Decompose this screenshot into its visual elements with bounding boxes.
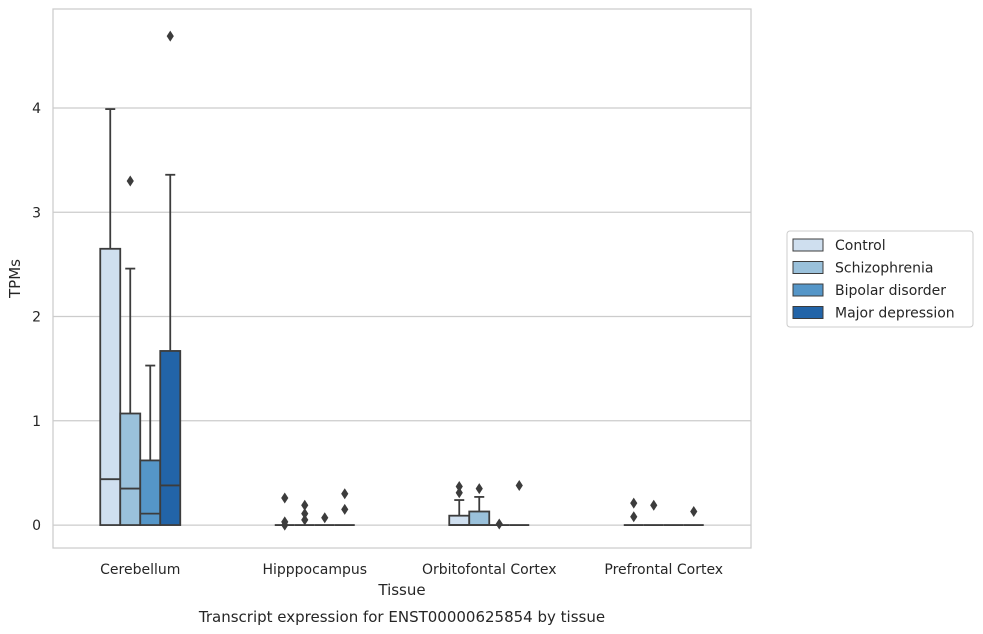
box-2-1 (314, 512, 335, 526)
box-0-0 (99, 108, 122, 526)
y-tick-label: 2 (32, 310, 41, 326)
outlier-point (321, 512, 329, 524)
box-0-2 (448, 480, 471, 526)
box-1-0 (119, 175, 142, 526)
box-body (99, 247, 122, 526)
legend-label: Bipolar disorder (835, 283, 946, 299)
outlier-point (630, 497, 638, 509)
box-3-3 (683, 506, 704, 526)
box-body (159, 350, 182, 526)
y-axis-label: TPMs (6, 259, 24, 299)
outlier-point (301, 508, 309, 520)
outlier-point (630, 511, 638, 523)
outlier-point (341, 503, 349, 515)
outlier-point (690, 506, 698, 518)
legend-swatch (792, 306, 824, 319)
boxes (99, 30, 704, 531)
x-tick-label: Prefrontal Cortex (604, 562, 723, 578)
x-axis-label: Tissue (377, 581, 425, 599)
outlier-point (281, 492, 289, 504)
outlier-point (126, 175, 134, 187)
legend-label: Control (835, 238, 886, 254)
legend-swatch (792, 283, 824, 297)
box-body (139, 459, 162, 526)
box-3-2 (509, 479, 530, 526)
outlier-point (281, 516, 289, 528)
legend-frame (786, 230, 974, 328)
box-3-1 (334, 488, 355, 526)
outlier-point (341, 488, 349, 500)
y-tick-label: 0 (32, 518, 41, 534)
legend-swatch (792, 238, 824, 252)
box-2-2 (489, 518, 510, 530)
box-body (448, 514, 471, 526)
box-0-1 (274, 492, 295, 531)
outlier-point (455, 480, 463, 492)
legend: Control Schizophrenia Bipolar disorder Majo… (786, 230, 974, 328)
box-1-3 (643, 499, 664, 526)
outlier-point (475, 483, 483, 495)
outlier-point (495, 518, 503, 530)
x-tick-label: Cerebellum (100, 562, 180, 578)
outlier-point (301, 514, 309, 526)
legend-label: Schizophrenia (835, 261, 933, 277)
y-tick-label: 3 (32, 205, 41, 221)
outlier-point (650, 499, 658, 511)
x-axis-ticks: Cerebellum Hipppocampus Orbitofontal Corte… (100, 562, 723, 578)
y-axis-ticks: 0 1 2 3 4 (32, 101, 41, 534)
outlier-point (301, 499, 309, 511)
box-1-1 (294, 499, 315, 526)
box-body (468, 510, 491, 526)
box-body (119, 412, 142, 526)
box-3-0 (159, 30, 182, 526)
x-tick-label: Hipppocampus (262, 562, 367, 578)
x-tick-label: Orbitofontal Cortex (422, 562, 557, 578)
y-tick-label: 1 (32, 414, 41, 430)
y-tick-label: 4 (32, 101, 41, 117)
legend-label: Major depression (835, 306, 955, 322)
box-1-2 (468, 483, 491, 526)
legend-swatch (792, 261, 824, 274)
outlier-point (515, 479, 523, 491)
outlier-point (166, 30, 174, 42)
box-0-3 (623, 497, 644, 526)
chart-caption: Transcript expression for ENST0000062585… (198, 608, 605, 626)
outlier-point (455, 487, 463, 499)
